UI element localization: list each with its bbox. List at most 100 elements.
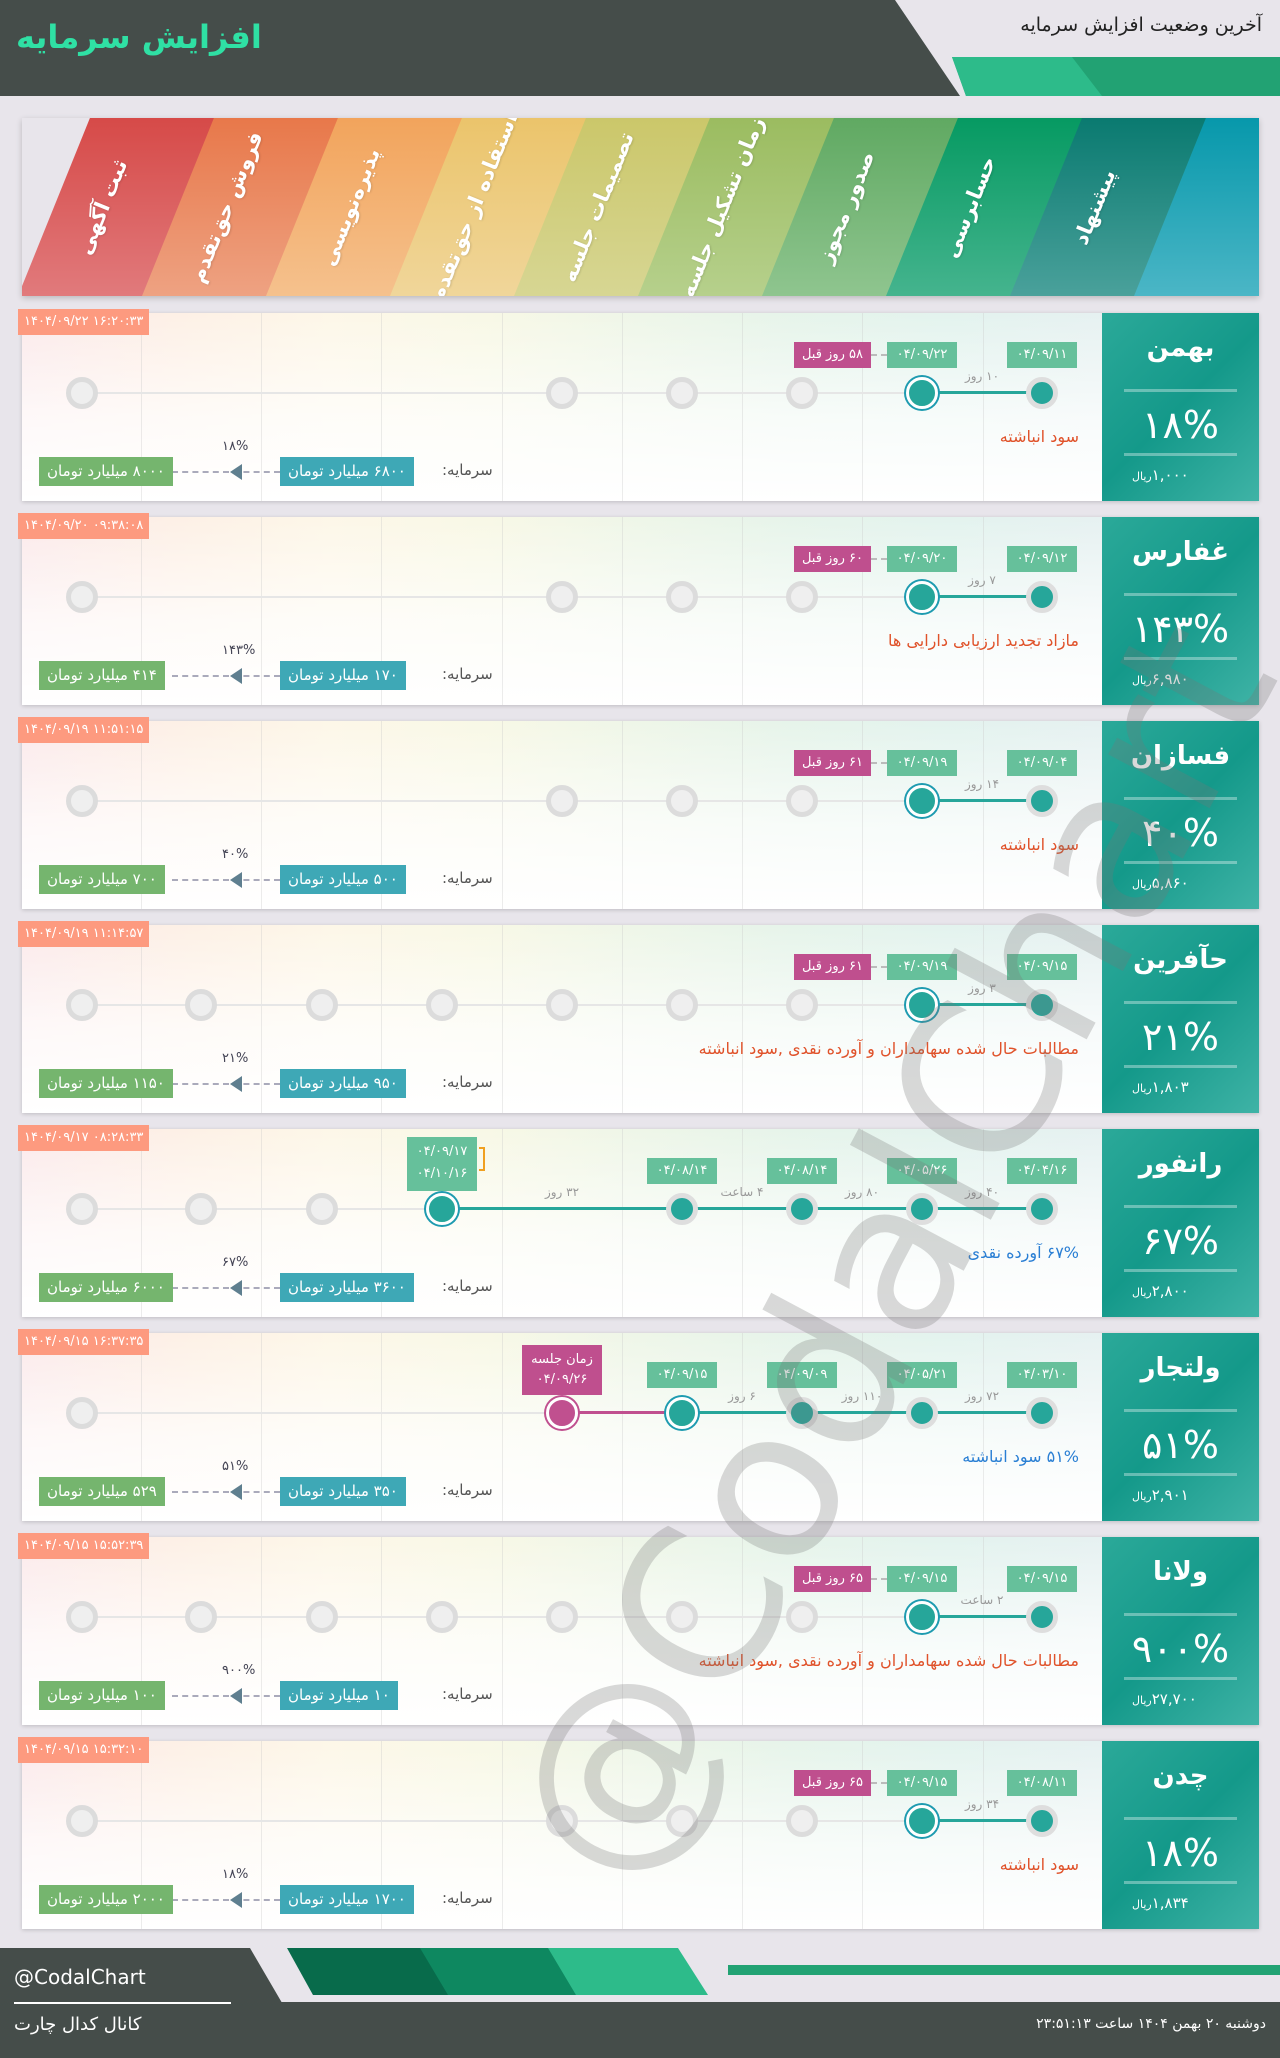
stage-dot-filled[interactable] bbox=[1026, 1805, 1058, 1837]
stage-dot-filled[interactable] bbox=[906, 1193, 938, 1225]
symbol-name[interactable]: ولانا bbox=[1152, 1557, 1209, 1587]
symbol-panel[interactable]: غفارس ۱۴۳% ۶,۹۸۰ریال bbox=[1102, 517, 1259, 705]
stage-date: ۰۴/۰۹/۱۲ bbox=[1007, 546, 1077, 572]
stage-dot-gray[interactable] bbox=[786, 377, 818, 409]
symbol-name[interactable]: بهمن bbox=[1146, 333, 1215, 363]
stage-date: ۰۴/۰۴/۱۶ bbox=[1007, 1158, 1077, 1184]
stage-dot-gray[interactable] bbox=[786, 581, 818, 613]
stage-dot-gray[interactable] bbox=[185, 1601, 217, 1633]
stage-dot-gray[interactable] bbox=[666, 785, 698, 817]
stage-dot-filled[interactable] bbox=[1026, 1193, 1058, 1225]
symbol-name[interactable]: چدن bbox=[1152, 1761, 1209, 1791]
stage-dot-current[interactable] bbox=[666, 1397, 698, 1429]
stage-dot-gray[interactable] bbox=[546, 989, 578, 1021]
panel-divider bbox=[1124, 1817, 1237, 1820]
symbol-name[interactable]: حآفرین bbox=[1133, 945, 1228, 975]
stage-dot-gray[interactable] bbox=[66, 377, 98, 409]
stage-dot-gray[interactable] bbox=[666, 1601, 698, 1633]
capital-increase-card[interactable]: ۰۴/۰۹/۱۵ ۰۴/۰۹/۱۵ ۶۵ روز قبل ۲ ساعت مطالبات … bbox=[18, 1533, 1259, 1725]
stage-dot-current[interactable] bbox=[906, 1805, 938, 1837]
column-divider bbox=[622, 721, 623, 909]
stage-dot-gray[interactable] bbox=[666, 1805, 698, 1837]
stage-dot-current[interactable] bbox=[906, 377, 938, 409]
stage-dot-gray[interactable] bbox=[306, 989, 338, 1021]
meeting-date-value: ۰۴/۰۹/۲۶ bbox=[536, 1372, 588, 1387]
stage-dot-gray[interactable] bbox=[306, 1193, 338, 1225]
arrow-line bbox=[172, 879, 280, 881]
symbol-panel[interactable]: چدن ۱۸% ۱,۸۳۴ریال bbox=[1102, 1741, 1259, 1929]
stage-gap-label: ۸۰ روز bbox=[844, 1185, 880, 1199]
symbol-name[interactable]: رانفور bbox=[1138, 1149, 1223, 1179]
stage-dot-filled[interactable] bbox=[1026, 1397, 1058, 1429]
symbol-panel[interactable]: حآفرین ۲۱% ۱,۸۰۳ریال bbox=[1102, 925, 1259, 1113]
capital-increase-card[interactable]: ۰۴/۰۹/۰۴ ۰۴/۰۹/۱۹ ۶۱ روز قبل ۱۴ روز سود انبا… bbox=[18, 717, 1259, 909]
stage-label: استفاده از حق‌تقدم bbox=[414, 118, 534, 296]
stage-dot-gray[interactable] bbox=[546, 581, 578, 613]
stage-date-end: ۰۴/۱۰/۱۶ bbox=[416, 1166, 468, 1181]
stage-dot-gray[interactable] bbox=[546, 1601, 578, 1633]
increase-percent: ۱۴۳% bbox=[222, 643, 256, 658]
stage-dot-filled[interactable] bbox=[786, 1193, 818, 1225]
capital-increase-card[interactable]: ۰۴/۰۴/۱۶ ۰۴/۰۵/۲۶ ۰۴/۰۸/۱۴ ۰۴/۰۸/۱۴ ۰۴/۰۹/۱۷… bbox=[18, 1125, 1259, 1317]
stage-dot-gray[interactable] bbox=[666, 581, 698, 613]
stage-dot-filled[interactable] bbox=[786, 1397, 818, 1429]
stage-dot-gray[interactable] bbox=[185, 1193, 217, 1225]
symbol-name[interactable]: ولتجار bbox=[1140, 1353, 1221, 1383]
stage-dot-filled[interactable] bbox=[1026, 1601, 1058, 1633]
stage-dot-gray[interactable] bbox=[66, 785, 98, 817]
stage-dot-gray[interactable] bbox=[786, 1601, 818, 1633]
stage-dot-gray[interactable] bbox=[666, 377, 698, 409]
symbol-panel[interactable]: رانفور ۶۷% ۲,۸۰۰ریال bbox=[1102, 1129, 1259, 1317]
stage-dot-gray[interactable] bbox=[786, 989, 818, 1021]
stage-dot-gray[interactable] bbox=[426, 989, 458, 1021]
price-unit: ریال bbox=[1132, 1898, 1152, 1911]
stage-dot-filled[interactable] bbox=[1026, 377, 1058, 409]
capital-increase-card[interactable]: ۰۴/۰۹/۱۲ ۰۴/۰۹/۲۰ ۶۰ روز قبل ۷ روز مازاد تجد… bbox=[18, 513, 1259, 705]
stage-date: ۰۴/۰۹/۱۷ ۰۴/۱۰/۱۶ bbox=[407, 1137, 485, 1191]
stage-dot-gray[interactable] bbox=[185, 989, 217, 1021]
capital-increase-card[interactable]: ۰۴/۰۹/۱۵ ۰۴/۰۹/۱۹ ۶۱ روز قبل ۳ روز مطالبات ح… bbox=[18, 921, 1259, 1113]
symbol-panel[interactable]: ولانا ۹۰۰% ۲۷,۷۰۰ریال bbox=[1102, 1537, 1259, 1725]
stage-label-text: حسابرسی bbox=[938, 152, 1002, 262]
stage-dot-gray[interactable] bbox=[66, 1397, 98, 1429]
capital-label: سرمایه: bbox=[442, 1073, 493, 1091]
stage-gap-label: ۳ روز bbox=[968, 981, 996, 995]
symbol-panel[interactable]: بهمن ۱۸% ۱,۰۰۰ریال bbox=[1102, 313, 1259, 501]
stage-dot-gray[interactable] bbox=[66, 1805, 98, 1837]
timestamp-badge: ۱۴۰۴/۰۹/۱۵ ۱۵:۵۲:۳۹ bbox=[18, 1533, 150, 1559]
stage-dot-current[interactable] bbox=[906, 785, 938, 817]
stage-dot-gray[interactable] bbox=[66, 581, 98, 613]
stage-dot-gray[interactable] bbox=[426, 1601, 458, 1633]
stage-dot-filled[interactable] bbox=[1026, 785, 1058, 817]
stage-dot-gray[interactable] bbox=[66, 1601, 98, 1633]
stage-dot-current[interactable] bbox=[906, 581, 938, 613]
symbol-panel[interactable]: فسازان ۴۰% ۵,۸۶۰ریال bbox=[1102, 721, 1259, 909]
stage-dot-filled[interactable] bbox=[1026, 581, 1058, 613]
capital-increase-card[interactable]: ۰۴/۰۳/۱۰ ۰۴/۰۵/۲۱ ۰۴/۰۹/۰۹ ۰۴/۰۹/۱۵ زمان جلس… bbox=[18, 1329, 1259, 1521]
stage-dot-gray[interactable] bbox=[546, 785, 578, 817]
days-ago-badge: ۵۸ روز قبل bbox=[793, 342, 871, 368]
capital-increase-card[interactable]: ۰۴/۰۸/۱۱ ۰۴/۰۹/۱۵ ۶۵ روز قبل ۳۴ روز سود انبا… bbox=[18, 1737, 1259, 1929]
symbol-name[interactable]: فسازان bbox=[1130, 741, 1231, 771]
stage-dot-filled[interactable] bbox=[666, 1193, 698, 1225]
stage-dot-filled[interactable] bbox=[906, 1397, 938, 1429]
stage-dot-gray[interactable] bbox=[66, 1193, 98, 1225]
stage-dot-gray[interactable] bbox=[546, 377, 578, 409]
symbol-name[interactable]: غفارس bbox=[1131, 537, 1230, 567]
stage-dot-meeting[interactable] bbox=[546, 1397, 578, 1429]
stage-dot-gray[interactable] bbox=[66, 989, 98, 1021]
footer-handle[interactable]: @CodalChart bbox=[14, 1965, 146, 1989]
stage-dot-gray[interactable] bbox=[666, 989, 698, 1021]
capital-increase-card[interactable]: ۰۴/۰۹/۱۱ ۰۴/۰۹/۲۲ ۵۸ روز قبل ۱۰ روز سود انبا… bbox=[18, 309, 1259, 501]
stage-dot-current[interactable] bbox=[906, 1601, 938, 1633]
stage-dot-gray[interactable] bbox=[786, 1805, 818, 1837]
stage-dot-gray[interactable] bbox=[546, 1805, 578, 1837]
column-divider bbox=[141, 313, 142, 501]
stage-dot-gray[interactable] bbox=[306, 1601, 338, 1633]
stage-dot-filled[interactable] bbox=[1026, 989, 1058, 1021]
stage-date: ۰۴/۰۸/۱۴ bbox=[647, 1158, 717, 1184]
stage-dot-gray[interactable] bbox=[786, 785, 818, 817]
stage-dot-current[interactable] bbox=[906, 989, 938, 1021]
stage-dot-current[interactable] bbox=[426, 1193, 458, 1225]
symbol-panel[interactable]: ولتجار ۵۱% ۲,۹۰۱ریال bbox=[1102, 1333, 1259, 1521]
